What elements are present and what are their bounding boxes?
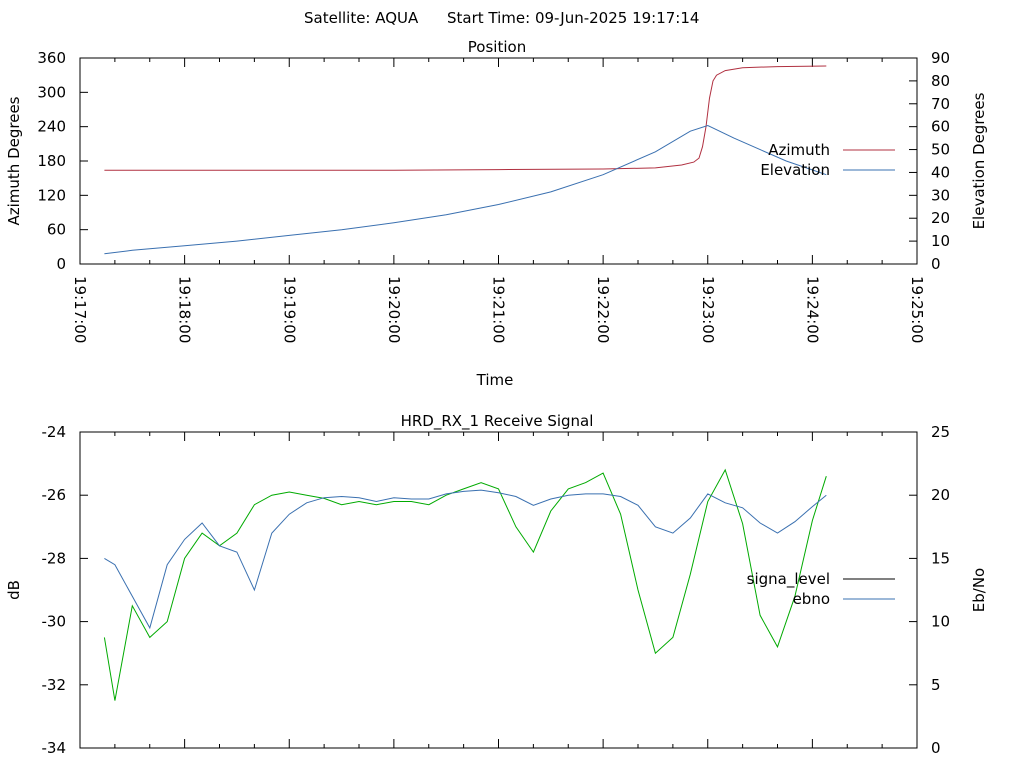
legend-label-elevation: Elevation — [760, 161, 830, 179]
y-tick-label: -28 — [42, 549, 67, 567]
y2-tick-label: 20 — [931, 209, 950, 227]
y2-tick-label: 15 — [931, 549, 950, 567]
legend-label-signal-level: signa_level — [747, 570, 830, 589]
receive-signal-chart: HRD_RX_1 Receive Signal dB Eb/No -24 -26 -… — [5, 412, 988, 757]
position-chart-title: Position — [468, 38, 526, 56]
y-tick-label: 0 — [56, 255, 66, 273]
signal-legend: signa_level ebno — [747, 570, 895, 608]
series-line-elevation — [104, 124, 827, 255]
y-tick-label: -24 — [42, 423, 67, 441]
x-tick-label: 19:20:00 — [385, 276, 403, 343]
x-tick-label: 19:24:00 — [803, 276, 821, 343]
y-tick-label: 180 — [37, 152, 66, 170]
y2-tick-label: 20 — [931, 486, 950, 504]
y-tick-label: 60 — [47, 221, 66, 239]
x-tick-label: 19:25:00 — [908, 276, 926, 343]
position-legend: Azimuth Elevation — [760, 141, 895, 179]
position-y-axis-label: Azimuth Degrees — [5, 96, 23, 225]
signal-chart-title: HRD_RX_1 Receive Signal — [401, 412, 594, 431]
position-y2-axis-label: Elevation Degrees — [970, 92, 988, 229]
series-line-azimuth — [104, 65, 827, 171]
legend-label-azimuth: Azimuth — [768, 141, 830, 159]
position-chart: Position Azimuth Degrees Elevation Degre… — [5, 38, 988, 389]
y2-tick-label: 50 — [931, 141, 950, 159]
y2-tick-label: 0 — [931, 739, 941, 757]
y2-tick-label: 10 — [931, 232, 950, 250]
y2-tick-label: 40 — [931, 163, 950, 181]
y-tick-label: 120 — [37, 186, 66, 204]
y2-tick-label: 80 — [931, 72, 950, 90]
y2-tick-label: 60 — [931, 118, 950, 136]
y-tick-label: 300 — [37, 83, 66, 101]
y2-tick-label: 0 — [931, 255, 941, 273]
y2-tick-label: 25 — [931, 423, 950, 441]
position-x-axis-label: Time — [476, 371, 514, 389]
start-time-label: Start Time: 09-Jun-2025 19:17:14 — [447, 9, 699, 27]
signal-plot-frame — [79, 431, 918, 749]
signal-y-axis-label: dB — [5, 580, 23, 600]
y-tick-label: -34 — [42, 739, 67, 757]
x-tick-label: 19:18:00 — [176, 276, 194, 343]
y-tick-label: -26 — [42, 486, 67, 504]
x-tick-label: 19:17:00 — [71, 276, 89, 343]
legend-label-ebno: ebno — [793, 590, 830, 608]
x-tick-label: 19:22:00 — [594, 276, 612, 343]
signal-y2-axis-label: Eb/No — [970, 568, 988, 612]
x-tick-label: 19:19:00 — [280, 276, 298, 343]
x-tick-label: 19:23:00 — [699, 276, 717, 343]
series-line-signa-level — [103, 468, 827, 701]
satellite-label: Satellite: AQUA — [304, 9, 419, 27]
y2-tick-label: 90 — [931, 49, 950, 67]
series-line-ebno — [104, 489, 827, 630]
y2-tick-label: 5 — [931, 676, 941, 694]
y-tick-label: -30 — [42, 613, 67, 631]
y-tick-label: -32 — [42, 676, 67, 694]
y-tick-label: 240 — [37, 118, 66, 136]
y2-tick-label: 10 — [931, 613, 950, 631]
x-tick-label: 19:21:00 — [490, 276, 508, 343]
y-tick-label: 360 — [37, 49, 66, 67]
y2-tick-label: 70 — [931, 95, 950, 113]
y2-tick-label: 30 — [931, 186, 950, 204]
